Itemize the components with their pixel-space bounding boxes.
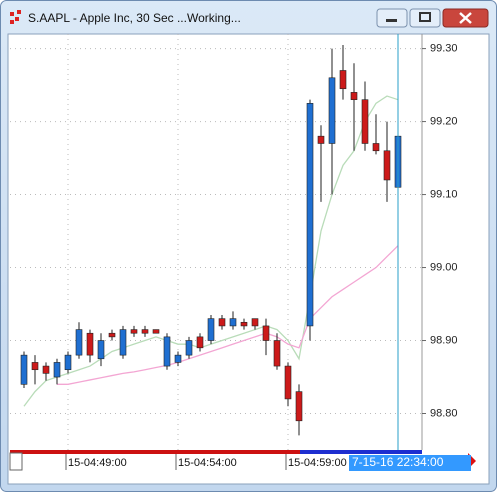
time-bar xyxy=(10,450,422,454)
candle-body xyxy=(361,99,369,144)
candle-body xyxy=(20,354,28,385)
y-tick-label: 99.10 xyxy=(430,188,458,200)
x-tick-label: 15-04:54:00 xyxy=(178,457,237,469)
close-button[interactable] xyxy=(442,8,489,28)
maximize-button[interactable] xyxy=(409,8,441,28)
candle-body xyxy=(372,143,380,152)
candle-body xyxy=(174,354,182,363)
candle-body xyxy=(273,340,281,367)
cursor-label-bg xyxy=(349,455,471,471)
candle-body xyxy=(141,329,149,334)
candle-body xyxy=(350,92,358,100)
candle-body xyxy=(229,318,237,327)
y-tick-label: 98.90 xyxy=(430,334,458,346)
candle-body xyxy=(108,332,116,338)
candle-body xyxy=(339,70,347,90)
candle-body xyxy=(218,318,226,327)
candle-body xyxy=(284,365,292,400)
x-tick-label: 15-04:59:00 xyxy=(288,457,347,469)
client-area xyxy=(7,33,490,485)
candle-body xyxy=(97,340,105,360)
window-title: S.AAPL - Apple Inc, 30 Sec ...Working... xyxy=(28,11,241,25)
candle-body xyxy=(317,135,325,144)
candle-body xyxy=(240,321,248,327)
candle-body xyxy=(328,77,336,144)
candle-body xyxy=(196,336,204,349)
candle-body xyxy=(207,318,215,341)
candle-body xyxy=(152,329,160,334)
scroll-box[interactable] xyxy=(9,452,23,471)
y-tick-label: 99.30 xyxy=(430,43,458,55)
moving-average-line xyxy=(57,245,399,385)
x-tick-label: 15-04:49:00 xyxy=(68,457,127,469)
candle-body xyxy=(130,329,138,334)
candle-body xyxy=(383,150,391,181)
candle-body xyxy=(163,336,171,367)
candle-body xyxy=(86,332,94,356)
candle-body xyxy=(31,362,39,371)
candle-body xyxy=(295,391,303,422)
candle-body xyxy=(119,329,127,356)
candle-body xyxy=(42,365,50,374)
app-icon xyxy=(10,10,21,24)
minimize-button[interactable] xyxy=(376,8,408,28)
candle-body xyxy=(64,354,72,371)
candle-body xyxy=(306,103,314,327)
cursor-label: 7-15-16 22:34:00 xyxy=(352,455,444,469)
y-tick-label: 98.80 xyxy=(430,407,458,419)
candle-body xyxy=(53,362,61,378)
candle-body xyxy=(251,318,259,327)
candle-body xyxy=(185,340,193,356)
y-tick-label: 99.00 xyxy=(430,261,458,273)
time-bar-current xyxy=(300,450,422,454)
candle-body xyxy=(75,329,83,356)
candle-body xyxy=(262,325,270,341)
y-tick-label: 99.20 xyxy=(430,115,458,127)
